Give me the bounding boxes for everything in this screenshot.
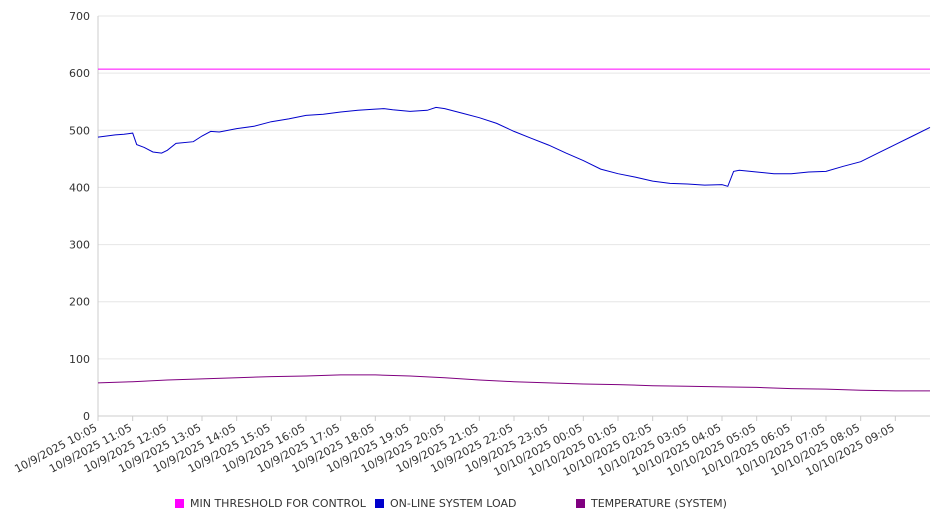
y-tick-label: 400 xyxy=(69,181,90,194)
series-line-3 xyxy=(97,374,930,392)
legend-swatch xyxy=(375,499,384,508)
y-tick-label: 500 xyxy=(69,124,90,137)
legend-item[interactable]: ON-LINE SYSTEM LOAD xyxy=(375,497,516,510)
series-line-2 xyxy=(97,106,931,187)
y-tick-label: 0 xyxy=(83,410,90,423)
y-tick-label: 100 xyxy=(69,353,90,366)
y-tick-label: 300 xyxy=(69,239,90,252)
legend-label: ON-LINE SYSTEM LOAD xyxy=(390,497,517,510)
legend-label: TEMPERATURE (SYSTEM) xyxy=(591,497,727,510)
legend-label: MIN THRESHOLD FOR CONTROL xyxy=(190,497,366,510)
legend-swatch xyxy=(175,499,184,508)
legend-item[interactable]: MIN THRESHOLD FOR CONTROL xyxy=(175,497,366,510)
y-tick-label: 700 xyxy=(69,10,90,23)
legend-item[interactable]: TEMPERATURE (SYSTEM) xyxy=(576,497,727,510)
y-tick-label: 200 xyxy=(69,296,90,309)
y-tick-label: 600 xyxy=(69,67,90,80)
legend-swatch xyxy=(576,499,585,508)
legend: MIN THRESHOLD FOR CONTROL ON-LINE SYSTEM … xyxy=(0,497,946,515)
